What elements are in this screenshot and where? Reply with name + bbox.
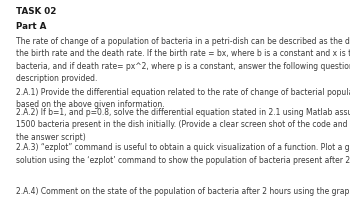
Text: 2.A.1) Provide the differential equation related to the rate of change of bacter: 2.A.1) Provide the differential equation… [16,88,350,109]
Text: 2.A.3) “ezplot” command is useful to obtain a quick visualization of a function.: 2.A.3) “ezplot” command is useful to obt… [16,143,350,165]
Text: Part A: Part A [16,22,46,31]
Text: 2.A.2) If b=1, and p=0.8, solve the differential equation stated in 2.1 using Ma: 2.A.2) If b=1, and p=0.8, solve the diff… [16,108,350,142]
Text: 2.A.4) Comment on the state of the population of bacteria after 2 hours using th: 2.A.4) Comment on the state of the popul… [16,187,350,196]
Text: The rate of change of a population of bacteria in a petri-dish can be described : The rate of change of a population of ba… [16,37,350,83]
Text: TASK 02: TASK 02 [16,7,56,16]
